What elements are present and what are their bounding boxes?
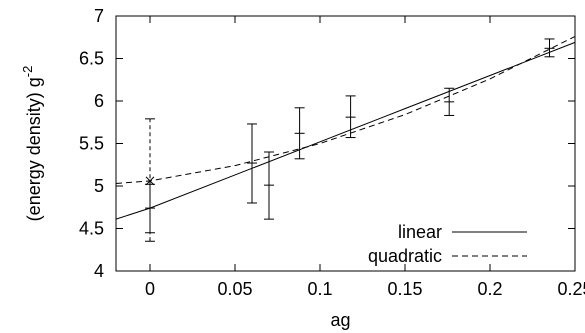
- x-tick-label: 0.2: [477, 279, 502, 299]
- series-line-quadratic: [115, 35, 576, 184]
- extrapolated-marker-b: [145, 176, 155, 186]
- y-axis-label-main: (energy density) g: [24, 77, 44, 221]
- series-line-linear: [115, 41, 576, 220]
- y-tick-label: 4: [94, 261, 104, 281]
- y-axis-label-superscript: -2: [20, 66, 35, 78]
- plot-frame: [115, 15, 576, 272]
- y-tick-label: 4.5: [79, 219, 104, 239]
- x-tick-label: 0.1: [307, 279, 332, 299]
- y-tick-label: 5: [94, 176, 104, 196]
- y-tick-label: 6: [94, 91, 104, 111]
- x-tick-label: 0.25: [557, 279, 585, 299]
- x-tick-label: 0: [145, 279, 155, 299]
- legend-label-quadratic: quadratic: [368, 246, 442, 266]
- x-axis-label: ag: [330, 310, 350, 330]
- y-tick-label: 6.5: [79, 49, 104, 69]
- y-axis-label: (energy density) g-2: [20, 66, 44, 222]
- y-tick-label: 7: [94, 6, 104, 26]
- legend-label-linear: linear: [398, 222, 442, 242]
- x-tick-label: 0.15: [387, 279, 422, 299]
- y-tick-label: 5.5: [79, 134, 104, 154]
- x-tick-label: 0.05: [217, 279, 252, 299]
